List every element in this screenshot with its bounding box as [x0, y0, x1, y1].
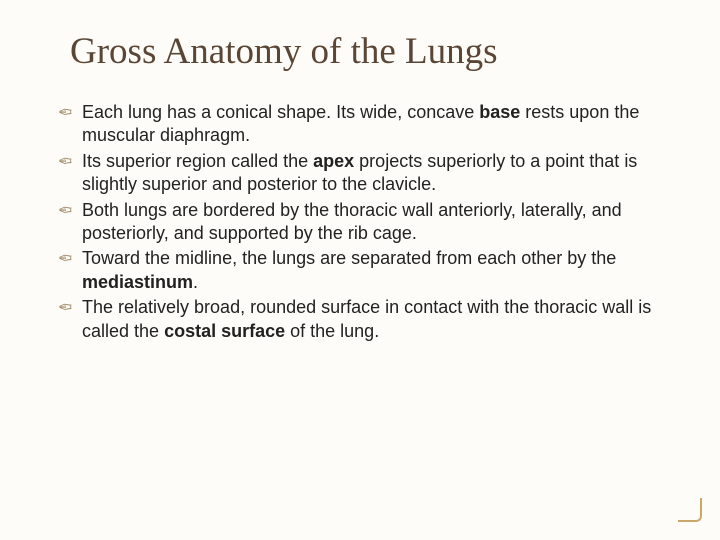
bullet-text-bold: base	[479, 102, 520, 122]
bullet-item: Both lungs are bordered by the thoracic …	[60, 199, 665, 246]
bullet-text: Its superior region called the	[82, 151, 313, 171]
bullet-text: Toward the midline, the lungs are separa…	[82, 248, 616, 268]
bullet-text: of the lung.	[285, 321, 379, 341]
bullet-text: Both lungs are bordered by the thoracic …	[82, 200, 622, 243]
bullet-item: Each lung has a conical shape. Its wide,…	[60, 101, 665, 148]
bullet-item: Its superior region called the apex proj…	[60, 150, 665, 197]
bullet-text-bold: apex	[313, 151, 354, 171]
slide-container: Gross Anatomy of the Lungs Each lung has…	[0, 0, 720, 540]
bullet-text: Each lung has a conical shape. Its wide,…	[82, 102, 479, 122]
bullet-text: .	[193, 272, 198, 292]
bullet-item: Toward the midline, the lungs are separa…	[60, 247, 665, 294]
bullet-item: The relatively broad, rounded surface in…	[60, 296, 665, 343]
slide-content: Each lung has a conical shape. Its wide,…	[60, 101, 665, 343]
bullet-text-bold: mediastinum	[82, 272, 193, 292]
slide-title: Gross Anatomy of the Lungs	[70, 30, 665, 73]
bullet-text-bold: costal surface	[164, 321, 285, 341]
